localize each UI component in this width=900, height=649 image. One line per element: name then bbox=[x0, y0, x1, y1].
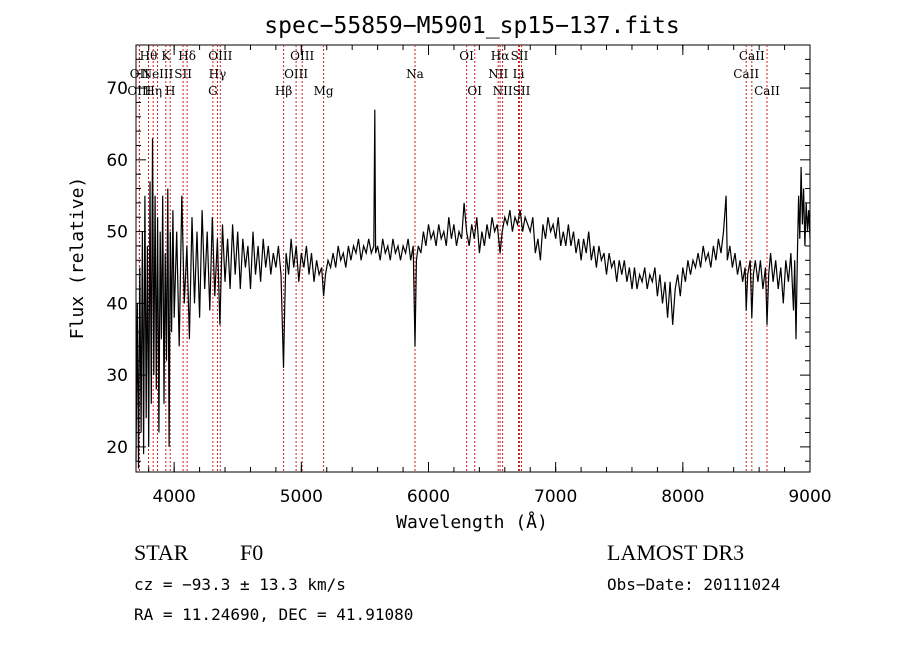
line-label: SII bbox=[511, 49, 529, 63]
line-label: Hγ bbox=[209, 67, 227, 81]
y-tick-label: 70 bbox=[106, 79, 128, 99]
object-class: STAR bbox=[134, 540, 189, 565]
emission-line-labels: HθOIIOIIIHηNeIIIKHSIIHδHγGOIIIHβOIIIOIII… bbox=[127, 49, 780, 98]
line-label: Li bbox=[513, 67, 525, 81]
line-label: Hδ bbox=[178, 49, 196, 63]
line-label: Na bbox=[406, 67, 424, 81]
line-label: Mg bbox=[314, 84, 334, 98]
line-label: G bbox=[208, 84, 218, 98]
line-label: CaII bbox=[733, 67, 759, 81]
y-tick-label: 20 bbox=[106, 438, 128, 458]
line-label: OI bbox=[467, 84, 482, 98]
line-label: SII bbox=[513, 84, 531, 98]
line-label: Hη bbox=[144, 84, 162, 98]
y-tick-label: 60 bbox=[106, 151, 128, 171]
object-subclass: F0 bbox=[240, 540, 263, 565]
line-label: NeIII bbox=[142, 67, 174, 81]
line-label: NII bbox=[488, 67, 508, 81]
line-label: Hα bbox=[491, 49, 510, 63]
line-label: NII bbox=[493, 84, 513, 98]
x-axis-label: Wavelength (Å) bbox=[396, 511, 548, 533]
line-label: OI bbox=[459, 49, 474, 63]
line-label: CaII bbox=[754, 84, 780, 98]
line-label: OIII bbox=[284, 67, 308, 81]
y-tick-label: 30 bbox=[106, 366, 128, 386]
x-tick-label: 8000 bbox=[661, 487, 704, 507]
redshift-velocity: cz = −93.3 ± 13.3 km/s bbox=[134, 575, 346, 594]
observation-date: Obs−Date: 20111024 bbox=[607, 575, 780, 594]
x-axis-ticks: 4000 5000 6000 7000 8000 9000 bbox=[148, 45, 832, 507]
flux-series-line bbox=[135, 109, 811, 469]
line-label: Hβ bbox=[275, 84, 292, 98]
line-label: SII bbox=[174, 67, 192, 81]
line-label: CaII bbox=[739, 49, 765, 63]
line-label: OIII bbox=[208, 49, 232, 63]
line-label: Hθ bbox=[140, 49, 158, 63]
coordinates: RA = 11.24690, DEC = 41.91080 bbox=[134, 605, 413, 624]
x-tick-label: 9000 bbox=[788, 487, 831, 507]
x-tick-label: 5000 bbox=[280, 487, 323, 507]
x-tick-label: 7000 bbox=[534, 487, 577, 507]
survey-name: LAMOST DR3 bbox=[607, 540, 744, 565]
y-tick-label: 40 bbox=[106, 294, 128, 314]
line-label: OIII bbox=[127, 84, 151, 98]
chart-title: spec−55859−M5901_sp15−137.fits bbox=[264, 13, 679, 39]
line-label: OIII bbox=[290, 49, 314, 63]
y-axis-label: Flux (relative) bbox=[67, 177, 88, 340]
line-label: K bbox=[161, 49, 171, 63]
line-label: H bbox=[165, 84, 175, 98]
emission-line-markers bbox=[138, 45, 768, 472]
x-tick-label: 4000 bbox=[153, 487, 196, 507]
y-tick-label: 50 bbox=[106, 223, 128, 243]
y-axis-ticks: 20 30 40 50 60 70 bbox=[106, 58, 810, 462]
plot-frame bbox=[135, 44, 811, 473]
x-tick-label: 6000 bbox=[407, 487, 450, 507]
